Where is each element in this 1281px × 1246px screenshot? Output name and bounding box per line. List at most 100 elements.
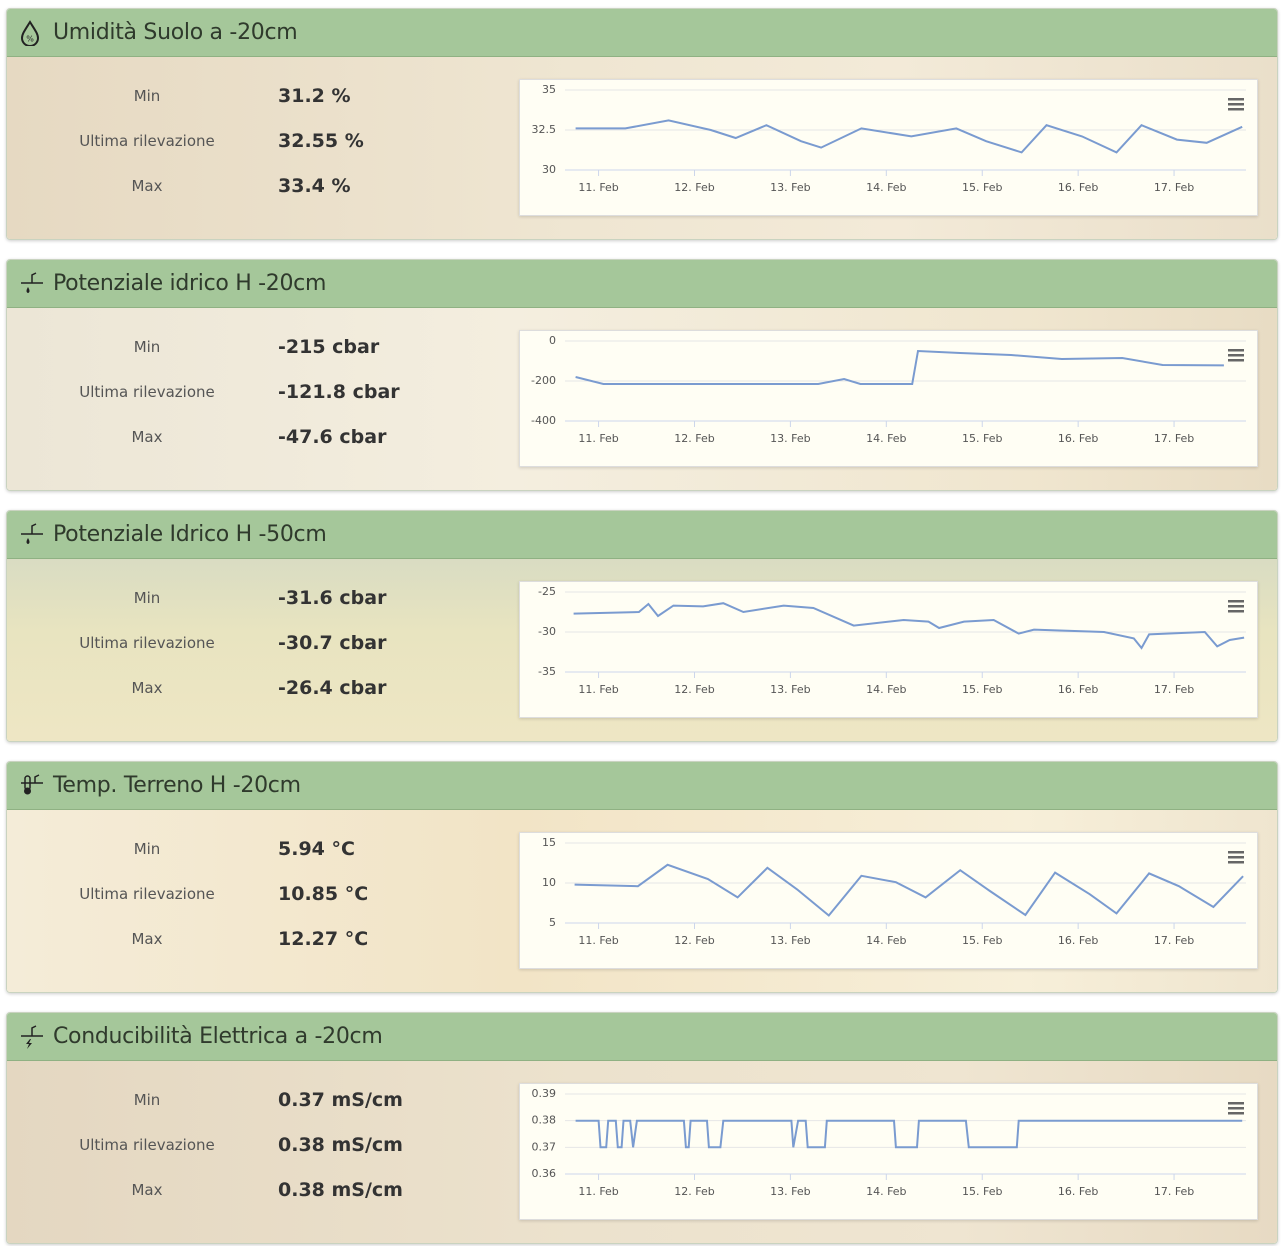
page: %Umidità Suolo a -20cmMin31.2 %Ultima ri… xyxy=(0,0,1281,1246)
y-tick-label: 10 xyxy=(542,876,556,889)
menu-bar xyxy=(1228,605,1244,608)
menu-bar xyxy=(1228,600,1244,603)
x-tick-label: 17. Feb xyxy=(1154,934,1194,947)
menu-bar xyxy=(1228,359,1244,362)
x-tick-label: 15. Feb xyxy=(962,432,1002,445)
data-line xyxy=(574,603,1245,648)
panel-title: Potenziale idrico H -20cm xyxy=(53,271,326,296)
stat-label: Max xyxy=(47,930,247,948)
stat-value: 33.4 % xyxy=(278,175,351,197)
x-tick-label: 14. Feb xyxy=(866,683,906,696)
menu-bar xyxy=(1228,1102,1244,1105)
panel-title: Potenziale Idrico H -50cm xyxy=(53,522,326,547)
x-tick-label: 17. Feb xyxy=(1154,432,1194,445)
panel-header: %Umidità Suolo a -20cm xyxy=(7,9,1277,57)
menu-bar xyxy=(1228,98,1244,101)
y-tick-label: 0.36 xyxy=(532,1167,557,1180)
stat-value: -31.6 cbar xyxy=(278,587,386,609)
menu-button[interactable] xyxy=(1228,1102,1244,1115)
x-tick-label: 16. Feb xyxy=(1058,181,1098,194)
x-tick-label: 14. Feb xyxy=(866,934,906,947)
menu-bar xyxy=(1228,1107,1244,1110)
x-tick-label: 12. Feb xyxy=(674,683,714,696)
stat-label: Ultima rilevazione xyxy=(47,634,247,652)
x-tick-label: 17. Feb xyxy=(1154,683,1194,696)
menu-button[interactable] xyxy=(1228,98,1244,111)
x-tick-label: 17. Feb xyxy=(1154,181,1194,194)
menu-button[interactable] xyxy=(1228,349,1244,362)
y-tick-label: 0.37 xyxy=(532,1140,557,1153)
x-tick-label: 14. Feb xyxy=(866,1185,906,1198)
x-tick-label: 15. Feb xyxy=(962,934,1002,947)
icon: % xyxy=(19,20,45,46)
menu-bar xyxy=(1228,861,1244,864)
stat-value: 5.94 °C xyxy=(278,838,355,860)
stat-value: -30.7 cbar xyxy=(278,632,386,654)
y-tick-label: -30 xyxy=(538,625,556,638)
panel-title: Conducibilità Elettrica a -20cm xyxy=(53,1024,382,1049)
y-tick-label: 0 xyxy=(549,334,556,347)
x-tick-label: 14. Feb xyxy=(866,181,906,194)
x-tick-label: 12. Feb xyxy=(674,934,714,947)
stat-label: Max xyxy=(47,177,247,195)
menu-bar xyxy=(1228,103,1244,106)
y-tick-label: -25 xyxy=(538,585,556,598)
stat-label: Max xyxy=(47,679,247,697)
menu-bar xyxy=(1228,851,1244,854)
stat-label: Min xyxy=(47,840,247,858)
menu-bar xyxy=(1228,1112,1244,1115)
stat-label: Min xyxy=(47,87,247,105)
stat-value: 12.27 °C xyxy=(278,928,368,950)
stat-label: Max xyxy=(47,428,247,446)
x-tick-label: 11. Feb xyxy=(578,181,618,194)
x-tick-label: 13. Feb xyxy=(770,934,810,947)
icon xyxy=(19,773,45,799)
menu-button[interactable] xyxy=(1228,851,1244,864)
stat-label: Max xyxy=(47,1181,247,1199)
x-tick-label: 11. Feb xyxy=(578,683,618,696)
menu-bar xyxy=(1228,108,1244,111)
icon xyxy=(19,522,45,548)
x-tick-label: 14. Feb xyxy=(866,432,906,445)
stat-value: 10.85 °C xyxy=(278,883,368,905)
icon xyxy=(19,271,45,297)
y-tick-label: -200 xyxy=(531,374,556,387)
x-tick-label: 12. Feb xyxy=(674,181,714,194)
menu-button[interactable] xyxy=(1228,600,1244,613)
x-tick-label: 16. Feb xyxy=(1058,934,1098,947)
x-tick-label: 12. Feb xyxy=(674,1185,714,1198)
stat-label: Min xyxy=(47,1091,247,1109)
data-line xyxy=(576,351,1224,384)
y-tick-label: 35 xyxy=(542,83,556,96)
stat-value: -215 cbar xyxy=(278,336,379,358)
menu-bar xyxy=(1228,354,1244,357)
x-tick-label: 16. Feb xyxy=(1058,1185,1098,1198)
x-tick-label: 15. Feb xyxy=(962,683,1002,696)
stat-label: Ultima rilevazione xyxy=(47,132,247,150)
data-line xyxy=(576,120,1243,152)
menu-bar xyxy=(1228,610,1244,613)
panel-header: Temp. Terreno H -20cm xyxy=(7,762,1277,810)
panel-header: Potenziale idrico H -20cm xyxy=(7,260,1277,308)
y-tick-label: -35 xyxy=(538,665,556,678)
stat-value: -26.4 cbar xyxy=(278,677,386,699)
y-tick-label: 0.39 xyxy=(532,1087,557,1100)
stat-value: -47.6 cbar xyxy=(278,426,386,448)
